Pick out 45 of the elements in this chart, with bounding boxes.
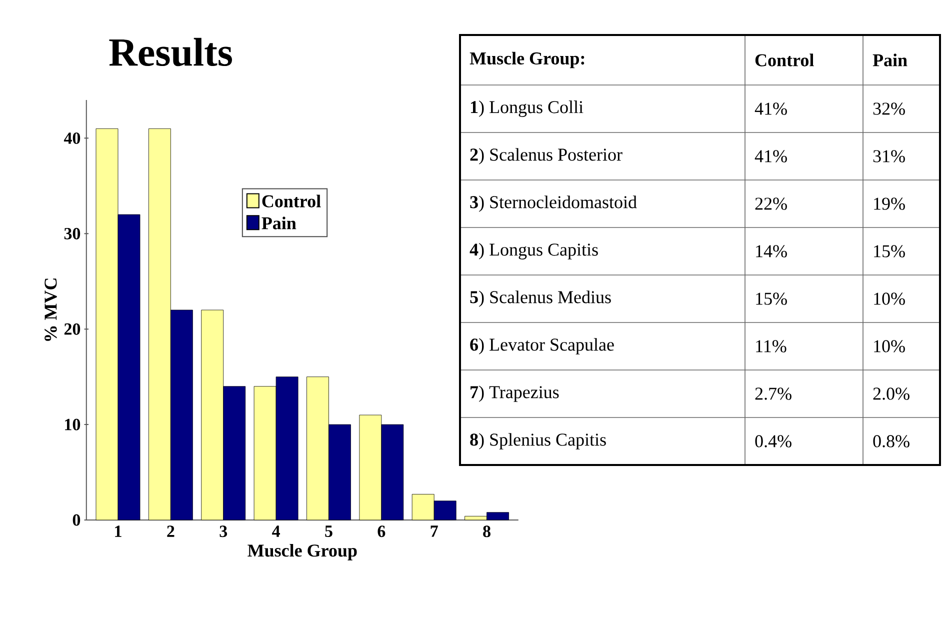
text: Pain [872, 54, 908, 66]
x-tick-label: 8 [483, 526, 490, 538]
x-axis-title: Muscle Group [248, 544, 357, 560]
text: 41% [754, 150, 787, 162]
y-tick-label: 0 [72, 514, 80, 526]
annotation: 8) Splenius Capitis [470, 433, 606, 450]
x-tick-label: 7 [430, 526, 438, 537]
text: 10% [874, 340, 905, 352]
legend-label: Pain [262, 216, 296, 230]
y-tick-label: 20 [64, 323, 80, 335]
x-tick-label: 5 [325, 526, 332, 537]
annotation: 3) Sternocleidomastoid [470, 196, 637, 212]
text: 19% [874, 198, 905, 210]
annotation: 7) Trapezius [470, 386, 559, 402]
y-tick-label: 10 [65, 418, 80, 430]
text: Control [755, 54, 814, 66]
text: 0.4% [755, 435, 792, 448]
text: 0.8% [873, 435, 910, 448]
text: 15% [756, 292, 787, 305]
annotation: 2) Scalenus Posterior [470, 148, 622, 164]
x-tick-label: 1 [115, 526, 122, 537]
text: 31% [873, 150, 905, 162]
text: 14% [756, 245, 787, 258]
text: 11% [756, 340, 786, 352]
y-tick-label: 30 [64, 228, 80, 240]
text: 22% [755, 198, 787, 210]
y-axis-title: % MVC [44, 278, 57, 341]
annotation: 6) Levator Scapulae [470, 338, 614, 354]
annotation: 4) Longus Capitis [470, 243, 598, 260]
text: Muscle Group: [470, 52, 584, 68]
x-tick-label: 4 [272, 526, 280, 537]
x-tick-label: 6 [378, 526, 386, 538]
text: 32% [873, 102, 905, 115]
x-tick-label: 2 [167, 526, 174, 537]
x-tick-label: 3 [220, 526, 228, 538]
chart-title: Results [109, 38, 232, 66]
legend-label: Control [262, 194, 321, 208]
annotation: 5) Scalenus Medius [470, 290, 611, 307]
text: 2.7% [755, 388, 792, 400]
text: 41% [754, 102, 787, 115]
text: 10% [874, 292, 905, 305]
annotation: 1) Longus Colli [470, 100, 584, 117]
y-tick-label: 40 [64, 132, 80, 144]
text: 2.0% [873, 388, 910, 400]
text: 15% [874, 245, 905, 258]
